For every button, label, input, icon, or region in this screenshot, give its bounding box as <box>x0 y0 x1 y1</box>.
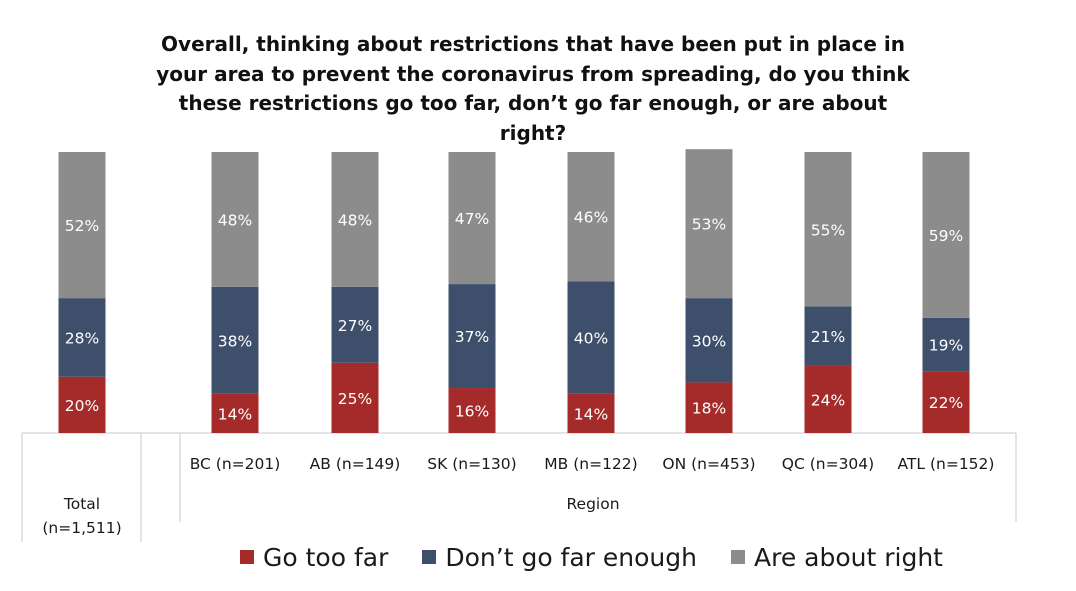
bar-segment <box>685 149 733 299</box>
data-label: 19% <box>929 336 963 354</box>
legend-swatch <box>422 550 437 564</box>
data-label: 59% <box>929 227 963 245</box>
data-label: 28% <box>65 329 99 347</box>
category-label: ON (n=453) <box>662 455 755 473</box>
data-label: 14% <box>574 405 608 423</box>
bar-segment <box>448 152 496 285</box>
category-label: BC (n=201) <box>190 455 281 473</box>
bar-segment <box>58 376 106 433</box>
legend-item: Are about right <box>730 542 943 572</box>
data-label: 16% <box>455 403 489 421</box>
bar-segment <box>331 152 379 287</box>
data-label: 25% <box>338 390 372 408</box>
data-label: 22% <box>929 394 963 412</box>
data-label: 46% <box>574 209 608 227</box>
data-label: 20% <box>65 397 99 415</box>
legend-label: Are about right <box>753 542 943 572</box>
data-label: 30% <box>692 332 726 350</box>
labels-layer: 20% 28% 52% 14% 38% 48% 25% 27% 48% 16% 37% 47% 14% 4… <box>42 209 994 537</box>
legend-swatch <box>240 550 254 564</box>
data-label: 48% <box>338 211 372 229</box>
category-label: QC (n=304) <box>782 455 874 473</box>
bars-layer <box>58 149 970 433</box>
legend-item: Go too far <box>240 543 388 572</box>
bar-segment <box>685 382 733 433</box>
data-label: 38% <box>218 332 252 350</box>
bar-segment <box>448 388 496 433</box>
data-label: 40% <box>574 329 608 347</box>
bar-segment <box>804 365 852 433</box>
bar-segment <box>448 284 496 389</box>
legend-label: Go too far <box>263 542 389 572</box>
chart-title: Overall, thinking about restrictions tha… <box>156 32 910 145</box>
data-label: 18% <box>692 400 726 418</box>
data-label: 27% <box>338 317 372 335</box>
chart-frame <box>21 432 1017 542</box>
legend-swatch <box>730 550 745 564</box>
bar-segment <box>804 152 852 307</box>
data-label: 14% <box>218 405 252 423</box>
data-label: 24% <box>811 391 845 409</box>
category-label: Total <box>63 495 100 513</box>
legend: Go too far Don’t go far enough Are about r… <box>240 540 977 574</box>
bar-segment <box>58 298 106 377</box>
bar-segment <box>922 371 970 433</box>
data-label: 55% <box>811 221 845 239</box>
category-label: AB (n=149) <box>310 455 401 473</box>
bar-segment <box>211 393 259 433</box>
data-label: 37% <box>455 328 489 346</box>
bar-segment <box>567 281 615 394</box>
bar-segment <box>922 152 970 318</box>
bar-segment <box>567 393 615 433</box>
data-label: 52% <box>65 217 99 235</box>
category-label: ATL (n=152) <box>898 455 995 473</box>
bar-segment <box>331 286 379 363</box>
bar-segment <box>804 306 852 366</box>
bar-segment <box>211 152 259 287</box>
category-label: MB (n=122) <box>544 455 637 473</box>
bar-segment <box>567 152 615 282</box>
legend-label: Don’t go far enough <box>445 542 697 572</box>
bar-segment <box>331 362 379 433</box>
data-label: 47% <box>455 210 489 228</box>
bar-segment <box>58 152 106 299</box>
category-label: SK (n=130) <box>427 455 516 473</box>
legend-item: Don’t go far enough <box>422 543 697 572</box>
data-label: 53% <box>692 216 726 234</box>
data-label: 21% <box>811 328 845 346</box>
category-label: (n=1,511) <box>42 519 121 537</box>
bar-segment <box>211 286 259 394</box>
bar-segment <box>685 298 733 383</box>
group-label-region: Region <box>566 495 619 513</box>
bar-segment <box>922 317 970 372</box>
data-label: 48% <box>218 211 252 229</box>
